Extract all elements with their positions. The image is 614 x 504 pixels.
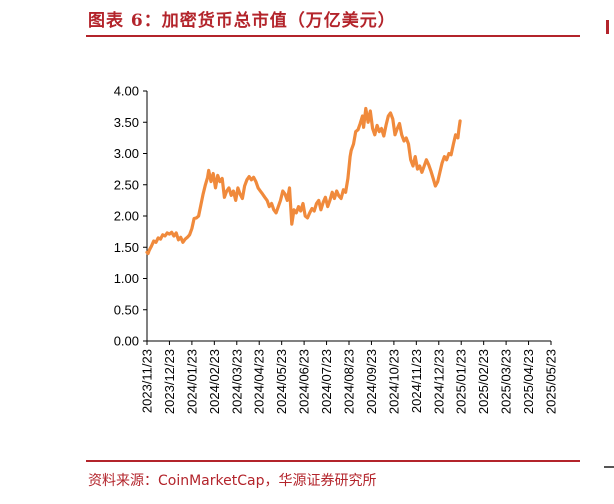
figure-title: 图表 6：加密货币总市值（万亿美元） xyxy=(88,11,396,31)
x-tick-label: 2024/02/23 xyxy=(207,349,222,414)
y-tick-label: 0.50 xyxy=(114,302,139,317)
series-line-0 xyxy=(145,106,462,256)
x-tick-label: 2025/03/23 xyxy=(499,349,514,414)
x-tick-label: 2024/08/23 xyxy=(342,349,357,414)
y-tick-label: 0.00 xyxy=(114,334,139,349)
source-note: 资料来源：CoinMarketCap，华源证券研究所 xyxy=(88,473,377,489)
x-tick-label: 2024/03/23 xyxy=(229,349,244,414)
x-tick-label: 2024/01/23 xyxy=(184,349,199,414)
y-axis: 0.00 0.50 1.00 1.50 2.00 2.50 3.00 3.50 4.00 xyxy=(114,84,148,349)
x-tick-label: 2024/09/23 xyxy=(364,349,379,414)
adjacent-figure-mark xyxy=(606,20,609,34)
x-axis: 2023/11/23 2023/12/23 2024/01/23 2024/02/23… xyxy=(140,340,559,414)
series-layer xyxy=(145,106,462,256)
x-tick-label: 2025/05/23 xyxy=(544,349,559,414)
y-tick-label: 3.00 xyxy=(114,146,139,161)
x-tick-label: 2024/11/23 xyxy=(409,349,424,413)
x-tick-label: 2025/01/23 xyxy=(454,349,469,414)
x-tick-label: 2024/07/23 xyxy=(319,349,334,414)
title-rule xyxy=(86,35,580,37)
x-tick-label: 2023/11/23 xyxy=(140,349,155,413)
footer-rule xyxy=(86,460,580,462)
x-tick-label: 2024/06/23 xyxy=(297,349,312,414)
y-tick-label: 4.00 xyxy=(114,84,139,99)
y-tick-label: 2.00 xyxy=(114,209,139,224)
x-tick-label: 2023/12/23 xyxy=(162,349,177,414)
x-tick-label: 2024/04/23 xyxy=(252,349,267,414)
x-tick-label: 2025/04/23 xyxy=(521,349,536,414)
x-tick-label: 2024/10/23 xyxy=(386,349,401,414)
y-tick-label: 1.50 xyxy=(114,240,139,255)
y-tick-label: 1.00 xyxy=(114,271,139,286)
x-tick-label: 2024/05/23 xyxy=(274,349,289,414)
y-tick-label: 3.50 xyxy=(114,115,139,130)
y-tick-label: 2.50 xyxy=(114,177,139,192)
adjacent-figure-mark-bottom xyxy=(604,466,614,468)
x-tick-label: 2024/12/23 xyxy=(431,349,446,414)
x-tick-label: 2025/02/23 xyxy=(476,349,491,414)
